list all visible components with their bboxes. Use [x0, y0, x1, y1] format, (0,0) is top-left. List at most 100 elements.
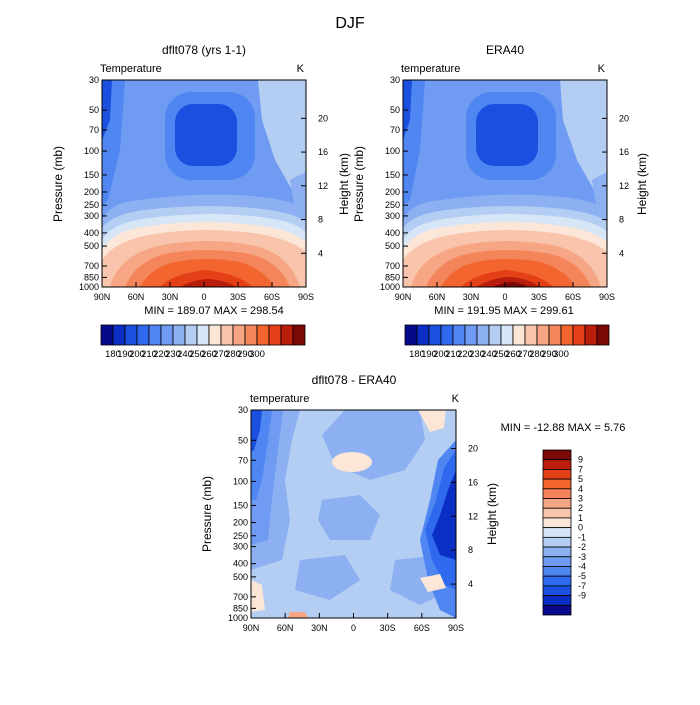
colorbar-swatch	[542, 449, 572, 461]
colorbar-label: 230	[165, 349, 181, 360]
contour-band	[288, 612, 308, 618]
colorbar-swatch	[536, 324, 550, 346]
colorbar-swatch	[208, 324, 222, 346]
colorbar-swatch	[220, 324, 234, 346]
colorbar-label: 180	[105, 349, 121, 360]
colorbar-label: 260	[201, 349, 217, 360]
colorbar-swatch	[404, 324, 418, 346]
y-tick-label: 150	[385, 170, 400, 180]
x-tick-label: 90S	[599, 292, 615, 302]
colorbar-label: 190	[117, 349, 133, 360]
x-tick-label: 0	[201, 292, 206, 302]
y-tick-label: 400	[385, 228, 400, 238]
contour-band	[592, 172, 607, 212]
y-tick-label: 500	[233, 572, 248, 582]
colorbar-label: -9	[578, 591, 586, 601]
y-tick-label: 30	[89, 75, 99, 85]
colorbar-swatch	[596, 324, 610, 346]
x-tick-label: 60S	[565, 292, 581, 302]
y-tick-label: 200	[233, 518, 248, 528]
colorbar-label: 260	[505, 349, 521, 360]
panel-model-unit-label: K	[297, 63, 305, 75]
y-tick-label: 70	[390, 125, 400, 135]
colorbar-swatch	[542, 507, 572, 519]
x-tick-label: 60N	[429, 292, 446, 302]
colorbar-label: 210	[445, 349, 461, 360]
y-tick-label: 850	[84, 272, 99, 282]
panel-model-title: dflt078 (yrs 1-1)	[162, 43, 246, 57]
x-tick-label: 90S	[448, 623, 464, 633]
contour-band	[318, 495, 380, 540]
panel-reanalysis-variable-label: temperature	[401, 63, 460, 75]
y2-tick-label: 12	[318, 181, 328, 191]
colorbar-swatch	[280, 324, 294, 346]
y-tick-label: 700	[233, 592, 248, 602]
contour-band	[180, 279, 236, 287]
panel-reanalysis-minmax: MIN = 191.95 MAX = 299.61	[434, 305, 573, 317]
contour-band	[432, 470, 456, 560]
colorbar-swatch	[196, 324, 210, 346]
panel-difference-y2label: Height (km)	[485, 483, 499, 545]
colorbar-swatch	[500, 324, 514, 346]
y-tick-label: 30	[390, 75, 400, 85]
colorbar-label: 9	[578, 455, 583, 465]
y-tick-label: 100	[233, 476, 248, 486]
colorbar-label: 240	[481, 349, 497, 360]
y-tick-label: 30	[238, 405, 248, 415]
y2-tick-label: 20	[468, 444, 478, 454]
y2-tick-label: 4	[468, 579, 473, 589]
colorbar-swatch	[160, 324, 174, 346]
x-tick-label: 30S	[531, 292, 547, 302]
colorbar-swatch	[542, 585, 572, 596]
colorbar-label: -4	[578, 561, 586, 571]
y-tick-label: 50	[89, 105, 99, 115]
colorbar-swatch	[440, 324, 454, 346]
y-tick-label: 300	[385, 211, 400, 221]
contour-band	[160, 270, 252, 287]
colorbar-swatch	[542, 546, 572, 558]
x-tick-label: 90N	[94, 292, 111, 302]
contour-band	[258, 80, 306, 190]
y-tick-label: 700	[84, 261, 99, 271]
contour-band	[251, 410, 262, 452]
x-tick-label: 30S	[380, 623, 396, 633]
panel-difference-ylabel: Pressure (mb)	[200, 476, 214, 552]
figure-title: DJF	[335, 15, 365, 32]
y-tick-label: 250	[84, 200, 99, 210]
y-tick-label: 100	[84, 146, 99, 156]
colorbar-swatch	[464, 324, 478, 346]
colorbar-label: 180	[409, 349, 425, 360]
colorbar-label: 270	[213, 349, 229, 360]
colorbar-label: 7	[578, 464, 583, 474]
colorbar-label: 220	[457, 349, 473, 360]
y2-tick-label: 12	[619, 181, 629, 191]
contour-band	[290, 172, 306, 212]
y-tick-label: 50	[238, 435, 248, 445]
colorbar-label: 3	[578, 494, 583, 504]
panel-model-field	[102, 80, 306, 287]
colorbar-swatch	[476, 324, 490, 346]
y-tick-label: 70	[238, 455, 248, 465]
y2-tick-label: 20	[619, 113, 629, 123]
colorbar-swatch	[148, 324, 162, 346]
y2-tick-label: 16	[619, 147, 629, 157]
panel-reanalysis: ERA40 temperature K 30507010015020025030…	[352, 43, 649, 360]
colorbar-label: -2	[578, 542, 586, 552]
colorbar-swatch	[268, 324, 282, 346]
colorbar-swatch	[136, 324, 150, 346]
y-tick-label: 500	[385, 241, 400, 251]
x-tick-label: 0	[502, 292, 507, 302]
y-tick-label: 700	[385, 261, 400, 271]
x-tick-label: 90N	[243, 623, 260, 633]
panel-reanalysis-y2label: Height (km)	[635, 153, 649, 215]
x-tick-label: 30N	[311, 623, 328, 633]
panel-reanalysis-unit-label: K	[598, 63, 606, 75]
y2-tick-label: 4	[619, 248, 624, 258]
x-tick-label: 30S	[230, 292, 246, 302]
colorbar-swatch	[172, 324, 186, 346]
colorbar-swatch	[100, 324, 114, 346]
